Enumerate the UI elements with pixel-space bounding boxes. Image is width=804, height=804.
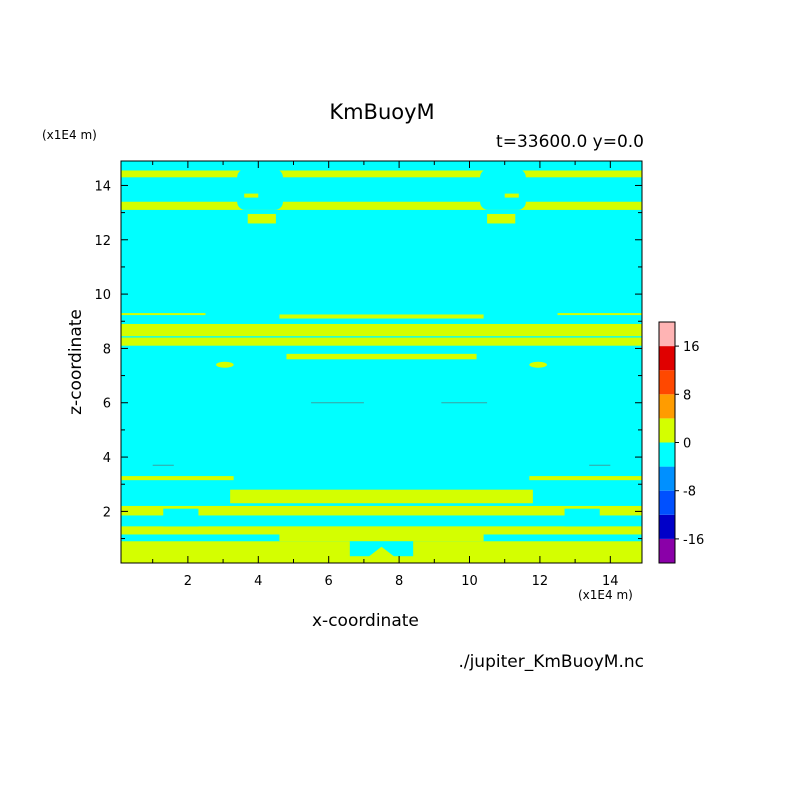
contour-blob <box>360 546 403 563</box>
x-tick-label: 4 <box>254 574 262 589</box>
y-tick-label: 12 <box>94 234 111 249</box>
colorbar: -16 -8 0 8 16 <box>658 321 704 564</box>
x-tick-label: 12 <box>532 574 549 589</box>
colorbar-swatch <box>659 322 675 347</box>
contour-blob <box>244 193 259 198</box>
contour-gap <box>564 508 600 527</box>
y-tick-label: 6 <box>103 397 111 412</box>
axes: 2 4 6 8 10 12 14 2 4 6 8 10 12 14 <box>94 160 643 589</box>
contour-blob <box>529 361 547 368</box>
colorbar-swatch <box>659 346 675 371</box>
x-tick-label: 6 <box>325 574 333 589</box>
y-tick-label: 4 <box>103 451 111 466</box>
plot-frame <box>120 160 643 564</box>
x-tick-label: 8 <box>395 574 403 589</box>
chart-title: KmBuoyM <box>329 100 435 124</box>
x-axis-unit: (x1E4 m) <box>578 588 633 602</box>
contour-band <box>279 533 484 542</box>
time-label: t=33600.0 y=0.0 <box>496 132 644 152</box>
plot-area <box>121 161 642 563</box>
y-tick-label: 14 <box>94 179 111 194</box>
x-tick-label: 14 <box>602 574 619 589</box>
colorbar-swatch <box>659 538 675 563</box>
contour-band <box>121 201 642 210</box>
contour-gap <box>237 169 283 210</box>
colorbar-swatch <box>659 514 675 539</box>
contour-blob <box>504 193 519 198</box>
x-tick-label: 10 <box>461 574 478 589</box>
file-label: ./jupiter_KmBuoyM.nc <box>458 652 644 672</box>
contour-blob <box>216 361 234 368</box>
contour-gap <box>163 508 199 527</box>
contour-band <box>121 337 642 346</box>
x-axis-label: x-coordinate <box>312 611 419 631</box>
contour-band <box>230 489 533 504</box>
y-tick-label: 10 <box>94 288 111 303</box>
colorbar-tick-label: 0 <box>683 437 691 452</box>
y-tick-label: 8 <box>103 342 111 357</box>
colorbar-tick-label: -8 <box>683 485 696 500</box>
contour-gap <box>480 169 526 210</box>
contour-band <box>279 314 484 319</box>
colorbar-swatch <box>659 394 675 419</box>
contour-band <box>286 353 477 360</box>
x-tick-label: 2 <box>184 574 192 589</box>
colorbar-tick-label: -16 <box>683 533 704 548</box>
contour-band <box>121 505 642 516</box>
contour-band <box>121 323 642 337</box>
contour-band <box>529 476 642 481</box>
colorbar-swatch <box>659 466 675 491</box>
y-axis-unit: (x1E4 m) <box>42 128 97 142</box>
contour-band <box>121 313 206 316</box>
colorbar-tick-label: 8 <box>683 388 691 403</box>
contour-band <box>121 476 234 481</box>
contour-blob <box>247 213 276 224</box>
colorbar-swatch <box>659 418 675 443</box>
colorbar-tick-label: 16 <box>683 340 700 355</box>
colorbar-swatch <box>659 370 675 395</box>
contour-band <box>121 170 642 178</box>
contour-band <box>557 313 642 316</box>
colorbar-swatch <box>659 490 675 515</box>
contour-blob <box>487 213 516 224</box>
colorbar-swatch <box>659 442 675 467</box>
contour-band <box>121 526 642 535</box>
y-tick-label: 2 <box>103 505 111 520</box>
